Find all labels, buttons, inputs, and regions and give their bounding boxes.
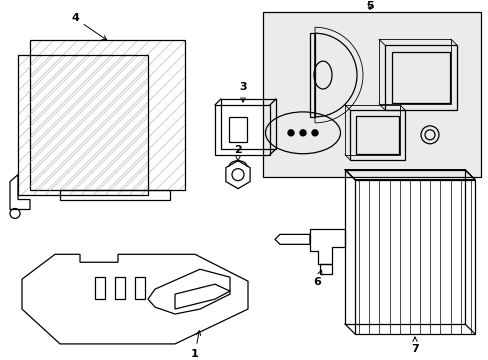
Bar <box>345 170 464 324</box>
Bar <box>228 117 246 142</box>
Bar <box>345 105 399 155</box>
Bar <box>354 180 474 334</box>
Bar <box>95 277 105 299</box>
Bar <box>18 55 148 194</box>
Bar <box>319 264 331 274</box>
Bar <box>309 33 314 117</box>
Text: 7: 7 <box>410 337 418 354</box>
Text: 6: 6 <box>312 270 322 287</box>
Text: 3: 3 <box>239 82 246 102</box>
Circle shape <box>311 130 317 136</box>
Text: 1: 1 <box>191 331 200 359</box>
Bar <box>115 277 125 299</box>
Text: 4: 4 <box>71 13 106 40</box>
Bar <box>135 277 145 299</box>
Bar <box>349 110 404 160</box>
Bar <box>391 52 449 103</box>
Bar <box>30 40 184 190</box>
Text: 2: 2 <box>234 145 242 161</box>
Bar <box>355 116 398 154</box>
Bar <box>263 12 480 177</box>
Circle shape <box>299 130 305 136</box>
Bar <box>215 105 269 155</box>
Bar <box>221 99 275 149</box>
Bar <box>384 45 456 110</box>
Text: 5: 5 <box>366 1 373 12</box>
Bar <box>378 39 450 104</box>
Circle shape <box>287 130 293 136</box>
